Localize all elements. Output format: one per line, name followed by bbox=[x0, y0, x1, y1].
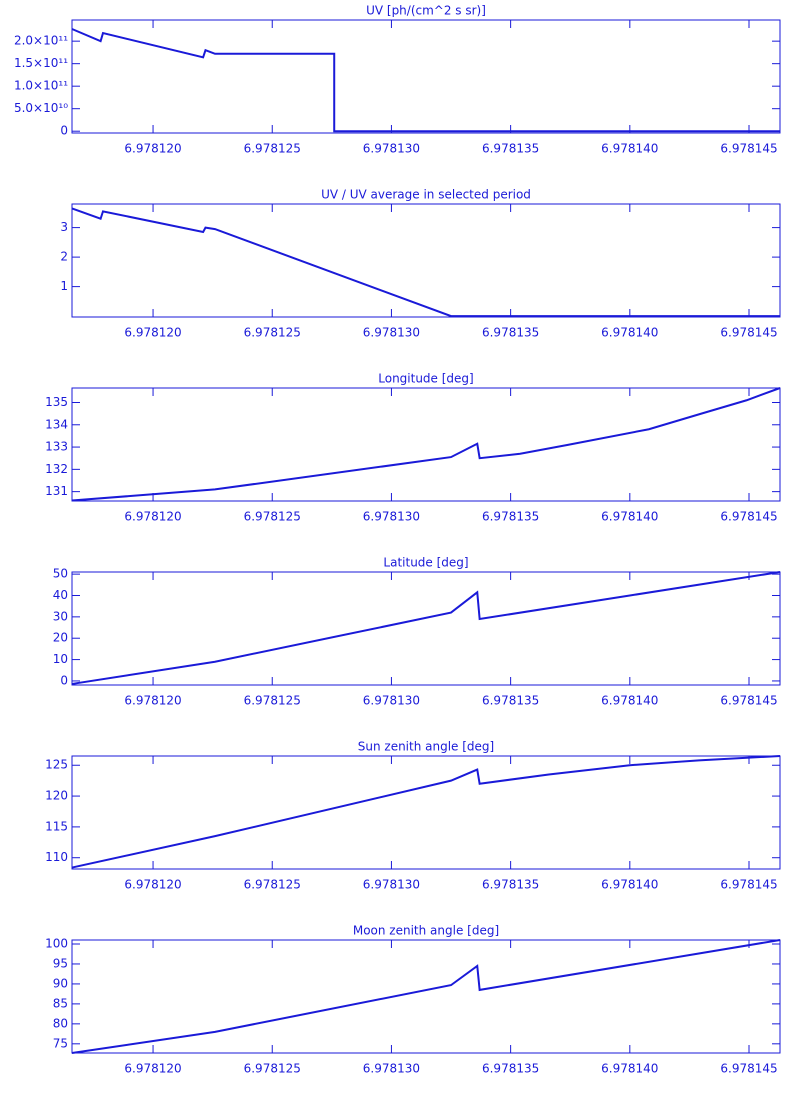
y-tick-label: 1.5×10¹¹ bbox=[14, 56, 68, 70]
x-tick-label: 6.978130 bbox=[363, 510, 420, 524]
y-tick-label: 75 bbox=[53, 1036, 68, 1050]
data-line bbox=[71, 387, 781, 502]
x-tick-label: 6.978145 bbox=[720, 326, 777, 340]
y-tick-label: 115 bbox=[45, 819, 68, 833]
x-tick-label: 6.978140 bbox=[601, 142, 658, 156]
x-tick-label: 6.978135 bbox=[482, 326, 539, 340]
x-tick-label: 6.978125 bbox=[244, 142, 301, 156]
y-tick-label: 30 bbox=[53, 609, 68, 623]
y-tick-label: 1 bbox=[60, 279, 68, 293]
y-tick-label: 100 bbox=[45, 936, 68, 950]
y-tick-label: 131 bbox=[45, 484, 68, 498]
x-tick-label: 6.978145 bbox=[720, 694, 777, 708]
x-tick-label: 6.978145 bbox=[720, 142, 777, 156]
chart-title: UV [ph/(cm^2 s sr)] bbox=[366, 4, 486, 18]
chart-title: Longitude [deg] bbox=[378, 372, 473, 386]
y-tick-label: 1.0×10¹¹ bbox=[14, 79, 68, 93]
chart-title: Sun zenith angle [deg] bbox=[358, 740, 494, 754]
x-tick-label: 6.978140 bbox=[601, 1062, 658, 1076]
plot-frame bbox=[71, 571, 781, 686]
x-tick-label: 6.978125 bbox=[244, 1062, 301, 1076]
data-line bbox=[71, 571, 781, 685]
y-tick-label: 50 bbox=[53, 567, 68, 581]
y-tick-label: 2.0×10¹¹ bbox=[14, 34, 68, 48]
y-tick-label: 125 bbox=[45, 758, 68, 772]
x-tick-label: 6.978140 bbox=[601, 694, 658, 708]
y-tick-label: 0 bbox=[60, 673, 68, 687]
x-tick-label: 6.978135 bbox=[482, 142, 539, 156]
x-tick-label: 6.978120 bbox=[124, 510, 181, 524]
y-tick-label: 20 bbox=[53, 631, 68, 645]
plot-frame bbox=[71, 939, 781, 1054]
data-line bbox=[71, 207, 780, 318]
x-tick-label: 6.978135 bbox=[482, 510, 539, 524]
y-tick-label: 5.0×10¹⁰ bbox=[14, 101, 68, 115]
chart-title: UV / UV average in selected period bbox=[321, 188, 531, 202]
y-tick-label: 90 bbox=[53, 976, 68, 990]
plot-frame bbox=[71, 387, 781, 502]
x-tick-label: 6.978135 bbox=[482, 878, 539, 892]
x-tick-label: 6.978125 bbox=[244, 326, 301, 340]
x-tick-label: 6.978145 bbox=[720, 878, 777, 892]
y-tick-label: 120 bbox=[45, 789, 68, 803]
y-tick-label: 110 bbox=[45, 850, 68, 864]
y-tick-label: 132 bbox=[45, 462, 68, 476]
x-tick-label: 6.978120 bbox=[124, 1062, 181, 1076]
y-tick-label: 3 bbox=[60, 220, 68, 234]
x-tick-label: 6.978125 bbox=[244, 694, 301, 708]
x-tick-label: 6.978130 bbox=[363, 1062, 420, 1076]
chart-title: Latitude [deg] bbox=[383, 556, 468, 570]
x-tick-label: 6.978120 bbox=[124, 878, 181, 892]
data-line bbox=[71, 755, 781, 869]
x-tick-label: 6.978145 bbox=[720, 510, 777, 524]
x-tick-label: 6.978140 bbox=[601, 878, 658, 892]
y-tick-label: 10 bbox=[53, 652, 68, 666]
y-tick-label: 80 bbox=[53, 1016, 68, 1030]
x-tick-label: 6.978145 bbox=[720, 1062, 777, 1076]
y-tick-label: 85 bbox=[53, 996, 68, 1010]
x-tick-label: 6.978135 bbox=[482, 1062, 539, 1076]
y-tick-label: 135 bbox=[45, 395, 68, 409]
x-tick-label: 6.978130 bbox=[363, 694, 420, 708]
x-tick-label: 6.978120 bbox=[124, 694, 181, 708]
x-tick-label: 6.978130 bbox=[363, 142, 420, 156]
x-tick-label: 6.978120 bbox=[124, 326, 181, 340]
y-tick-label: 95 bbox=[53, 956, 68, 970]
y-tick-label: 0 bbox=[60, 124, 68, 138]
x-tick-label: 6.978140 bbox=[601, 326, 658, 340]
x-tick-label: 6.978125 bbox=[244, 878, 301, 892]
data-line bbox=[71, 939, 781, 1054]
data-line bbox=[71, 28, 780, 133]
x-tick-label: 6.978125 bbox=[244, 510, 301, 524]
x-tick-label: 6.978130 bbox=[363, 326, 420, 340]
chart-title: Moon zenith angle [deg] bbox=[353, 924, 499, 938]
y-tick-label: 134 bbox=[45, 417, 68, 431]
x-tick-label: 6.978140 bbox=[601, 510, 658, 524]
plot-frame bbox=[71, 203, 781, 318]
x-tick-label: 6.978120 bbox=[124, 142, 181, 156]
y-tick-label: 133 bbox=[45, 440, 68, 454]
y-tick-label: 2 bbox=[60, 250, 68, 264]
x-tick-label: 6.978130 bbox=[363, 878, 420, 892]
plot-frame bbox=[71, 755, 781, 870]
x-tick-label: 6.978135 bbox=[482, 694, 539, 708]
y-tick-label: 40 bbox=[53, 588, 68, 602]
plot-frame bbox=[71, 19, 781, 134]
